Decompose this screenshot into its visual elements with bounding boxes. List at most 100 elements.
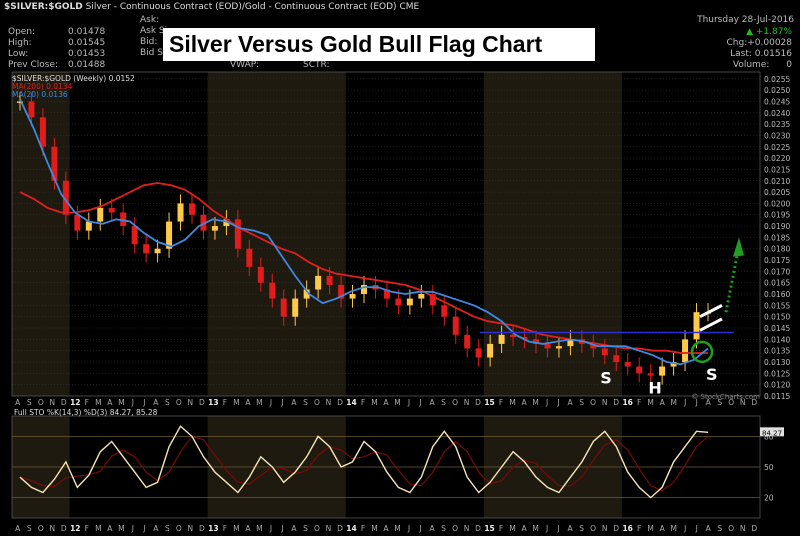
volume-value: 0 <box>786 60 792 70</box>
candle-body <box>234 219 241 249</box>
breakout-circle <box>690 340 714 364</box>
x-tick-label: S <box>27 398 32 407</box>
x-tick-label: J <box>695 398 698 407</box>
candle-body <box>51 146 58 181</box>
stoch-current-label: 84.27 <box>762 429 782 437</box>
flag-upper-line <box>699 304 723 319</box>
ask-labels: Ask: Ask Si Bid: Bid Size: <box>140 15 179 59</box>
x-tick-label: A <box>522 398 528 407</box>
candle-body <box>429 294 436 306</box>
x-tick-label: J <box>142 398 145 407</box>
stoch-tick-label: 20 <box>764 494 774 503</box>
candle-body <box>292 298 299 317</box>
price-tick-label: 0.0255 <box>764 75 790 84</box>
price-tick-label: 0.0130 <box>764 358 790 367</box>
x-tick-label: A <box>568 524 574 533</box>
price-tick-label: 0.0205 <box>764 188 790 197</box>
candle-body <box>659 366 666 376</box>
x-tick-label: F <box>637 398 641 407</box>
ma200-line <box>19 182 708 354</box>
x-axis-ticks: AASSOONNDD1212FFMMAAMMJJJJAASSOONNDD1313… <box>15 398 757 533</box>
x-tick-label: A <box>245 524 251 533</box>
price-tick-label: 0.0190 <box>764 222 790 231</box>
x-tick-label: O <box>590 398 596 407</box>
x-tick-label: S <box>165 398 170 407</box>
x-tick-label: N <box>602 524 608 533</box>
x-tick-label: N <box>464 398 470 407</box>
grid-lines <box>11 71 761 397</box>
x-tick-label: F <box>85 398 89 407</box>
x-tick-label: A <box>660 398 666 407</box>
x-tick-label: N <box>49 398 55 407</box>
x-tick-label: A <box>291 524 297 533</box>
candle-body <box>361 284 367 295</box>
x-tick-label: 13 <box>208 524 218 533</box>
symbol-legend: $SILVER:$GOLD (Weekly) 0.0152 <box>12 74 135 83</box>
price-tick-label: 0.0170 <box>764 267 790 276</box>
price-tick-label: 0.0135 <box>764 347 790 356</box>
ma200-legend: MA(200) 0.0134 <box>12 82 73 91</box>
stat-row: Prev Close: 0.01488 <box>8 60 128 70</box>
x-tick-label: 13 <box>208 398 218 407</box>
flag-lower-line <box>699 317 723 332</box>
x-tick-label: J <box>545 398 548 407</box>
shoulder-left-label: S <box>600 369 612 388</box>
stat-value: 0.01453 <box>68 49 106 59</box>
x-tick-label: S <box>303 524 308 533</box>
x-tick-label: J <box>557 524 560 533</box>
x-tick-label: J <box>683 524 686 533</box>
x-tick-label: J <box>280 524 283 533</box>
year-bands <box>12 72 622 518</box>
x-tick-label: 14 <box>346 524 356 533</box>
candle-body <box>498 334 505 344</box>
x-tick-label: 16 <box>622 524 632 533</box>
x-tick-label: J <box>418 524 421 533</box>
candle-body <box>693 312 700 340</box>
x-tick-label: 15 <box>484 524 494 533</box>
ask-size-label: Ask Si <box>140 26 168 36</box>
x-tick-label: M <box>256 398 262 407</box>
stat-value: 0.01545 <box>68 38 106 48</box>
x-tick-label: M <box>532 524 538 533</box>
x-tick-label: N <box>464 524 470 533</box>
candle-body <box>246 248 253 267</box>
x-tick-label: A <box>107 524 113 533</box>
x-tick-label: S <box>441 398 446 407</box>
price-tick-label: 0.0140 <box>764 335 790 344</box>
x-tick-label: S <box>717 524 722 533</box>
stat-value: 0.01488 <box>68 60 106 70</box>
candle-body <box>39 117 46 147</box>
price-tick-label: 0.0125 <box>764 369 790 378</box>
candle-body <box>166 221 173 249</box>
price-tick-label: 0.0180 <box>764 245 790 254</box>
candle-body <box>338 284 345 299</box>
x-tick-label: M <box>647 398 653 407</box>
x-tick-label: F <box>499 524 503 533</box>
price-tick-label: 0.0225 <box>764 143 790 152</box>
ask-label: Ask: <box>140 15 160 25</box>
x-tick-label: O <box>728 524 734 533</box>
x-tick-label: S <box>165 524 170 533</box>
x-tick-label: M <box>118 398 124 407</box>
price-axis-ticks: 0.0115 0.0120 0.0125 0.0130 0.0135 0.0140 0.01… <box>764 75 790 401</box>
x-tick-label: N <box>188 398 194 407</box>
candle-body <box>567 339 574 347</box>
x-tick-label: 14 <box>346 398 356 407</box>
price-panel-frame <box>11 71 761 397</box>
stat-label: High: <box>8 38 32 48</box>
x-tick-label: M <box>95 398 101 407</box>
x-tick-label: J <box>131 398 134 407</box>
candle-body <box>613 355 620 363</box>
price-tick-label: 0.0160 <box>764 290 790 299</box>
candle-body <box>441 305 448 317</box>
candle-body <box>670 362 677 367</box>
exchange-label: CME <box>399 2 420 12</box>
price-tick-label: 0.0120 <box>764 381 790 390</box>
x-tick-label: O <box>176 524 182 533</box>
x-tick-label: N <box>740 524 746 533</box>
x-tick-label: D <box>337 398 343 407</box>
candle-body <box>464 334 471 349</box>
x-tick-label: F <box>223 398 227 407</box>
candle-body <box>544 343 551 349</box>
